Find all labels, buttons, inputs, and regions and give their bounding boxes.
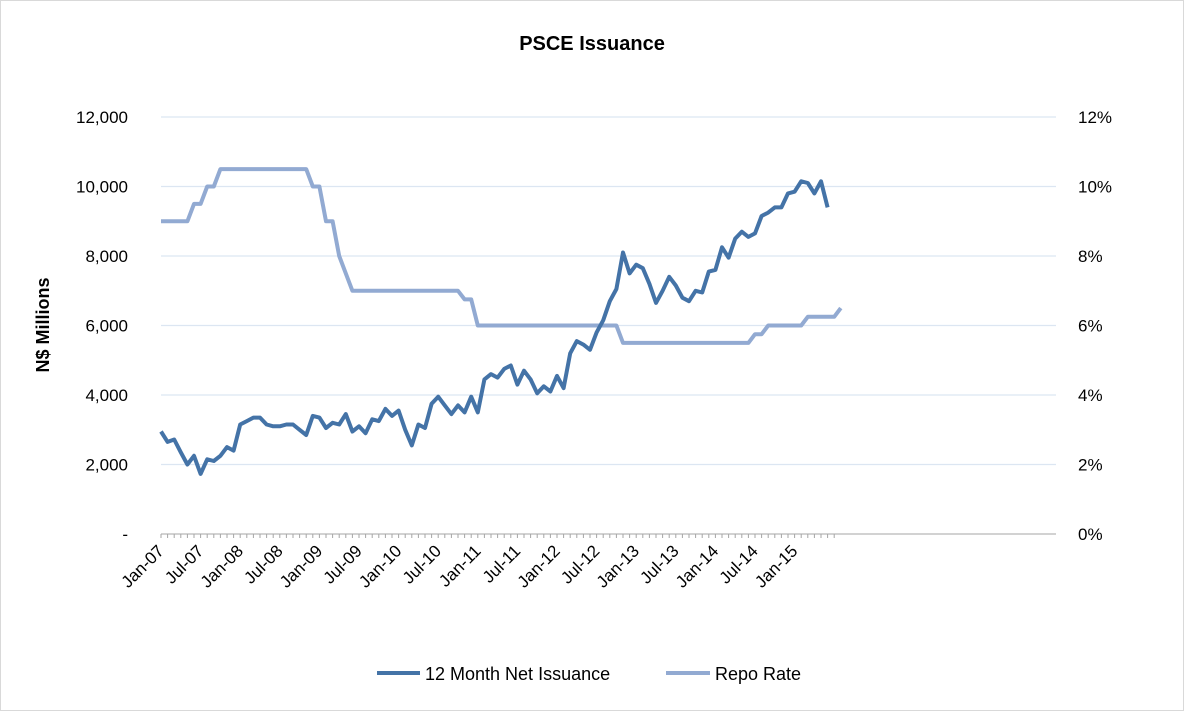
net-issuance-line: [159, 179, 830, 476]
legend: 12 Month Net Issuance Repo Rate: [377, 664, 801, 684]
x-tick-label: Jan-14: [672, 541, 722, 591]
gridlines: [161, 116, 1056, 466]
x-tick-label: Jan-13: [593, 541, 643, 591]
x-tick-label: Jan-12: [514, 541, 564, 591]
y-tick-label: 10,000: [76, 178, 128, 197]
y-tick-label: 2,000: [85, 456, 128, 475]
y-tick-label: 12,000: [76, 108, 128, 127]
repo-rate-line: [161, 167, 843, 345]
y2-tick-label: 4%: [1078, 386, 1103, 405]
series-lines: [159, 167, 843, 476]
y-tick-labels: - 2,000 4,000 6,000 8,000 10,000 12,000: [76, 108, 128, 544]
legend-label-repo: Repo Rate: [715, 664, 801, 684]
y2-tick-label: 0%: [1078, 525, 1103, 544]
x-tick-labels: Jan-07Jul-07Jan-08Jul-08Jan-09Jul-09Jan-…: [118, 541, 802, 591]
x-tick-label: Jan-07: [118, 541, 168, 591]
y2-tick-label: 10%: [1078, 178, 1112, 197]
y2-tick-label: 12%: [1078, 108, 1112, 127]
x-tick-label: Jan-08: [197, 541, 247, 591]
y-tick-label: 8,000: [85, 247, 128, 266]
x-tick-label: Jan-11: [435, 541, 484, 590]
y2-tick-labels: 0% 2% 4% 6% 8% 10% 12%: [1078, 108, 1112, 544]
x-tick-label: Jan-09: [276, 541, 326, 591]
y-tick-label: 4,000: [85, 386, 128, 405]
y2-tick-label: 8%: [1078, 247, 1103, 266]
y-tick-label: 6,000: [85, 317, 128, 336]
axes: [160, 533, 1056, 538]
y-axis-label: N$ Millions: [33, 277, 53, 372]
y2-tick-label: 6%: [1078, 317, 1103, 336]
chart-title: PSCE Issuance: [519, 33, 665, 55]
x-tick-label: Jan-15: [751, 541, 801, 591]
y2-tick-label: 2%: [1078, 456, 1103, 475]
y-tick-label: -: [122, 525, 128, 544]
x-tick-label: Jan-10: [355, 541, 405, 591]
legend-label-issuance: 12 Month Net Issuance: [425, 664, 610, 684]
